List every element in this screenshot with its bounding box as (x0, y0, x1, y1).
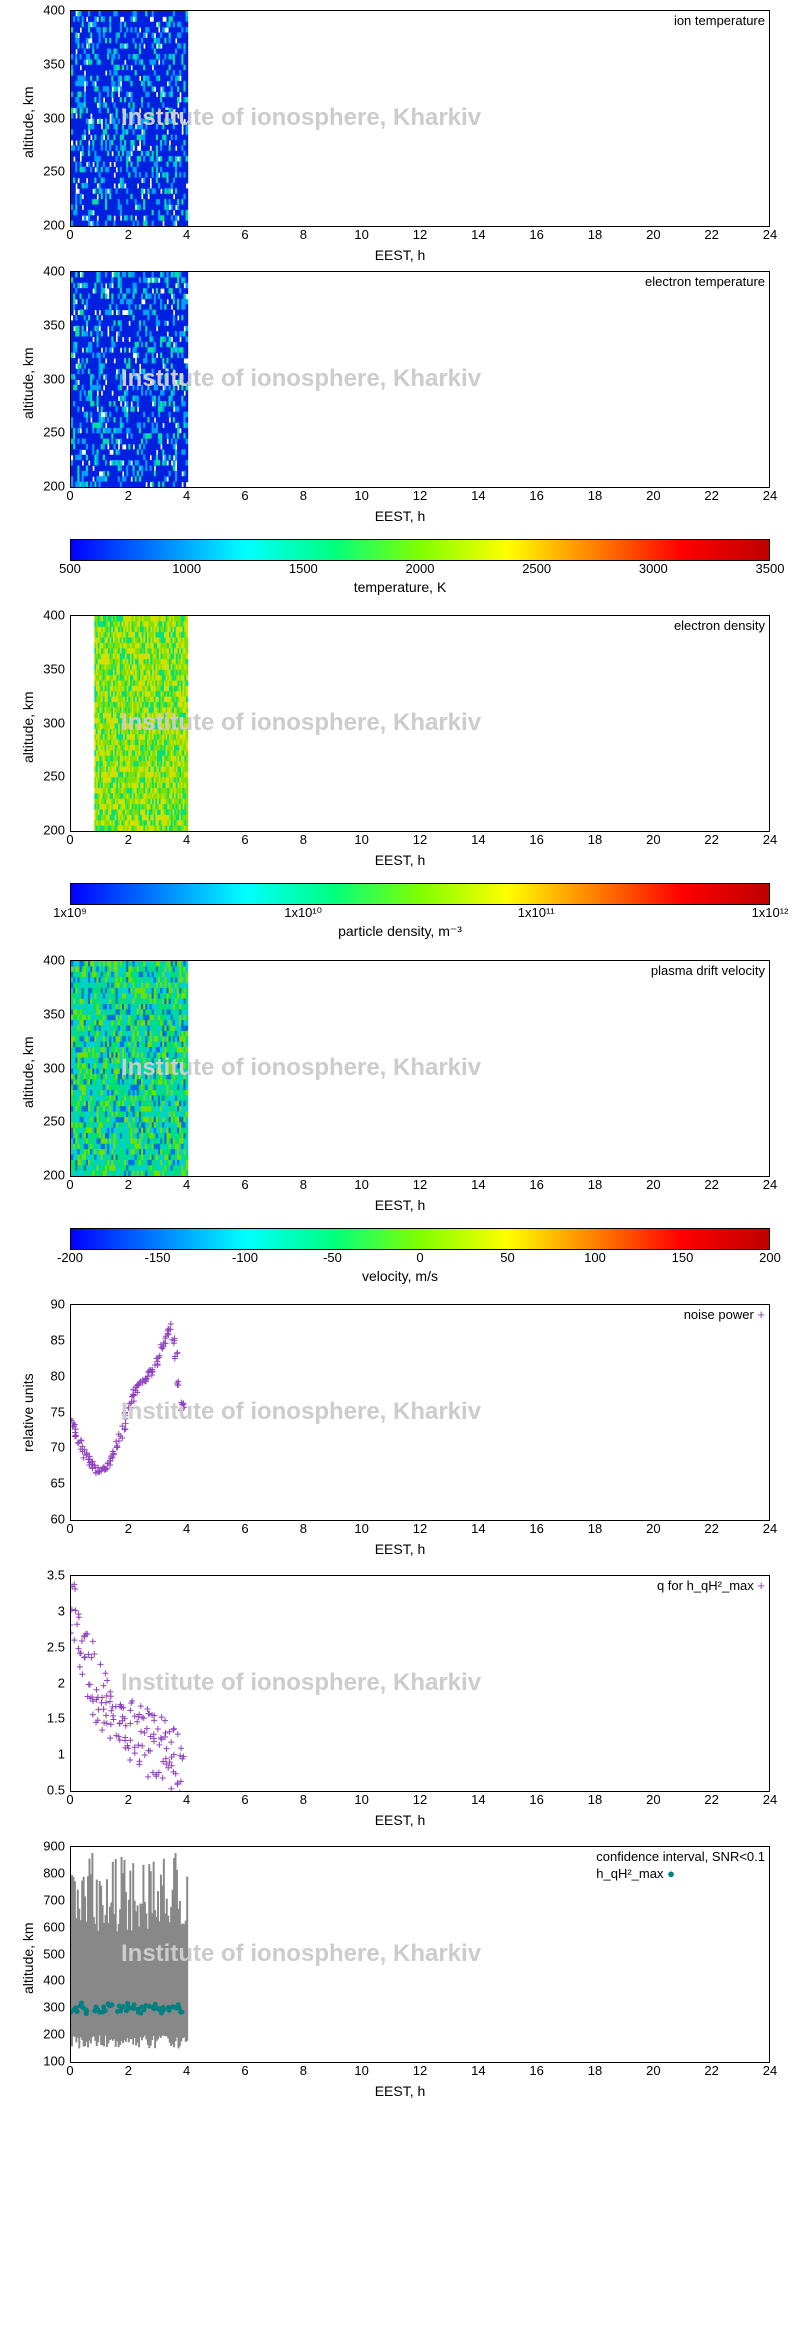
scatter-panel: relative units 60657075808590 Institute … (10, 1304, 790, 1557)
panel-title: ion temperature (674, 13, 765, 28)
plot-area: Institute of ionosphere, Kharkiv q for h… (70, 1575, 770, 1792)
plot-area: Institute of ionosphere, Kharkiv ion tem… (70, 10, 770, 227)
heatmap-panel: altitude, km 200250300350400 Institute o… (10, 10, 790, 263)
x-ticks: 024681012141618202224 (70, 1521, 770, 1539)
confidence-panel: altitude, km 100200300400500600700800900… (10, 1846, 790, 2099)
y-ticks: 200250300350400 (30, 10, 65, 227)
x-ticks: 024681012141618202224 (70, 832, 770, 850)
plot-area: Institute of ionosphere, Kharkiv electro… (70, 271, 770, 488)
plot-area: Institute of ionosphere, Kharkiv electro… (70, 615, 770, 832)
x-label: EEST, h (10, 1812, 790, 1828)
plot-area: Institute of ionosphere, Kharkiv noise p… (70, 1304, 770, 1521)
x-label: EEST, h (10, 2083, 790, 2099)
x-ticks: 024681012141618202224 (70, 227, 770, 245)
x-ticks: 024681012141618202224 (70, 1177, 770, 1195)
panel-title: plasma drift velocity (651, 963, 765, 978)
y-ticks: 200250300350400 (30, 615, 65, 832)
colorbar-ticks: 1x10⁹1x10¹⁰1x10¹¹1x10¹² (70, 905, 770, 923)
panel-title: electron temperature (645, 274, 765, 289)
x-label: EEST, h (10, 1541, 790, 1557)
colorbar (70, 883, 770, 905)
colorbar-label: velocity, m/s (10, 1268, 790, 1284)
heatmap-svg (71, 961, 771, 1176)
x-ticks: 024681012141618202224 (70, 1792, 770, 1810)
x-label: EEST, h (10, 1197, 790, 1213)
x-label: EEST, h (10, 852, 790, 868)
x-label: EEST, h (10, 508, 790, 524)
panel-title: electron density (674, 618, 765, 633)
plot-area: Institute of ionosphere, Kharkiv plasma … (70, 960, 770, 1177)
plot-area: Institute of ionosphere, Kharkiv confide… (70, 1846, 770, 2063)
x-ticks: 024681012141618202224 (70, 488, 770, 506)
colorbar-ticks: -200-150-100-50050100150200 (70, 1250, 770, 1268)
heatmap-svg (71, 11, 771, 226)
y-ticks: 60657075808590 (30, 1304, 65, 1521)
x-ticks: 024681012141618202224 (70, 2063, 770, 2081)
heatmap-panel: altitude, km 200250300350400 Institute o… (10, 615, 790, 868)
scatter-svg (71, 1305, 771, 1520)
colorbar (70, 539, 770, 561)
y-ticks: 200250300350400 (30, 271, 65, 488)
legend: confidence interval, SNR<0.1h_qH²_max ● (596, 1849, 765, 1883)
x-label: EEST, h (10, 247, 790, 263)
legend: q for h_qH²_max + (657, 1578, 765, 1593)
colorbar-ticks: 500100015002000250030003500 (70, 561, 770, 579)
colorbar-label: temperature, K (10, 579, 790, 595)
colorbar (70, 1228, 770, 1250)
y-ticks: 100200300400500600700800900 (30, 1846, 65, 2063)
heatmap-panel: altitude, km 200250300350400 Institute o… (10, 960, 790, 1213)
y-ticks: 200250300350400 (30, 960, 65, 1177)
scatter-panel: 0.511.522.533.5 Institute of ionosphere,… (10, 1575, 790, 1828)
colorbar-label: particle density, m⁻³ (10, 923, 790, 940)
scatter-svg (71, 1576, 771, 1791)
heatmap-svg (71, 616, 771, 831)
y-ticks: 0.511.522.533.5 (30, 1575, 65, 1792)
legend: noise power + (684, 1307, 765, 1322)
heatmap-panel: altitude, km 200250300350400 Institute o… (10, 271, 790, 524)
heatmap-svg (71, 272, 771, 487)
